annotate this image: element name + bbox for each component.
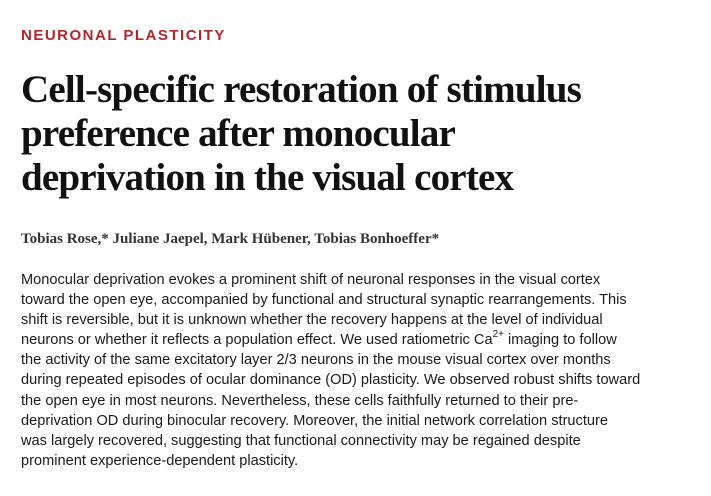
abstract-line: shift is reversible, but it is unknown w…: [21, 312, 603, 329]
abstract-line: neurons or whether it reflects a populat…: [21, 330, 711, 350]
abstract-line: during repeated episodes of ocular domin…: [21, 372, 641, 389]
abstract-line: the activity of the same excitatory laye…: [21, 352, 611, 369]
abstract-line: was largely recovered, suggesting that f…: [21, 432, 581, 449]
abstract-text: neurons or whether it reflects a populat…: [21, 332, 493, 349]
abstract-text: imaging to follow: [503, 332, 617, 349]
superscript-charge: 2+: [492, 329, 504, 341]
title-line: Cell-specific restoration of stimulus: [21, 68, 582, 111]
abstract-line: the open eye in most neurons. Neverthele…: [21, 392, 579, 409]
abstract-line: Monocular deprivation evokes a prominent…: [21, 272, 601, 288]
abstract-line: prominent experience-dependent plasticit…: [21, 452, 299, 469]
title-line: deprivation in the visual cortex: [21, 156, 514, 199]
article-title: Cell-specific restoration of stimulus pr…: [21, 68, 701, 200]
abstract: Monocular deprivation evokes a prominent…: [21, 270, 711, 471]
section-label: NEURONAL PLASTICITY: [21, 27, 226, 44]
title-line: preference after monocular: [21, 112, 456, 155]
author-list: Tobias Rose,* Juliane Jaepel, Mark Hüben…: [21, 231, 440, 247]
abstract-line: toward the open eye, accompanied by func…: [21, 292, 627, 309]
abstract-line: deprivation OD during binocular recovery…: [21, 412, 608, 429]
